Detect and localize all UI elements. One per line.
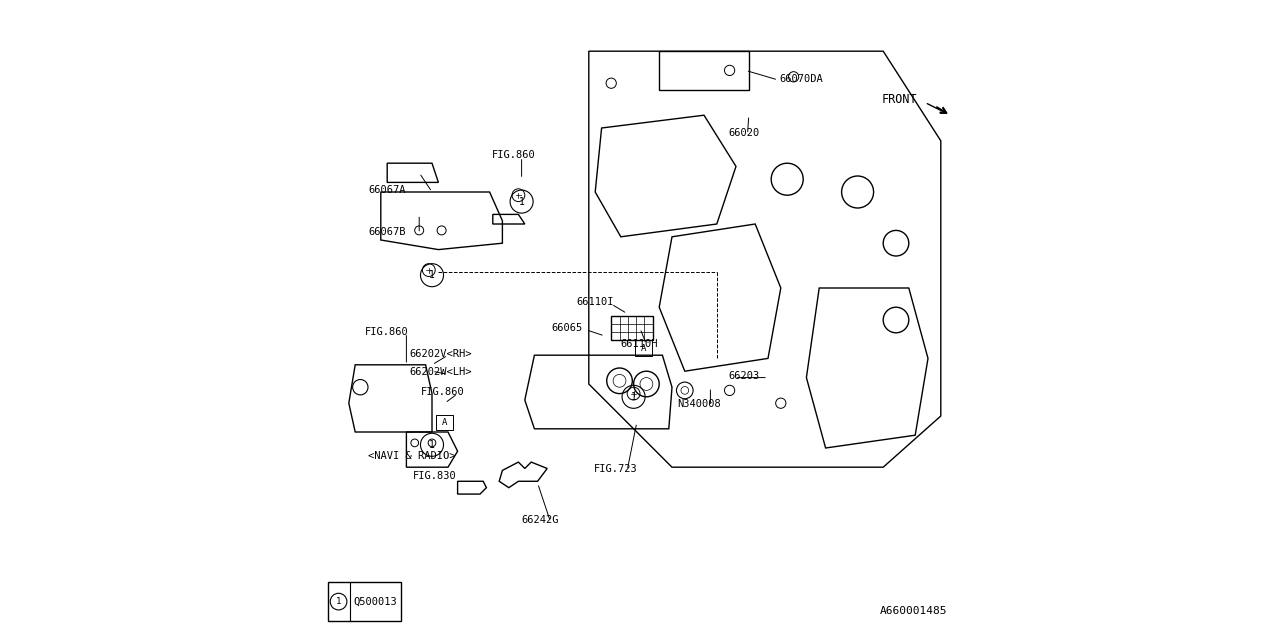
Bar (612, 316, 653, 340)
Text: FRONT: FRONT (882, 93, 918, 106)
Text: 1: 1 (335, 597, 342, 606)
Text: 66067A: 66067A (369, 185, 406, 195)
Text: 66065: 66065 (552, 323, 582, 333)
Text: FIG.723: FIG.723 (594, 464, 637, 474)
Text: 1: 1 (429, 270, 435, 280)
Text: Q500013: Q500013 (353, 596, 397, 607)
Text: 66070DA: 66070DA (780, 74, 823, 84)
Text: 66020: 66020 (728, 128, 759, 138)
Text: <NAVI & RADIO>: <NAVI & RADIO> (369, 451, 456, 461)
Text: 1: 1 (429, 440, 435, 450)
Bar (635, 340, 652, 356)
Text: A: A (640, 344, 646, 353)
Bar (328, 582, 402, 621)
Text: 66067B: 66067B (369, 227, 406, 237)
Text: FIG.830: FIG.830 (412, 470, 457, 481)
Text: A: A (442, 418, 448, 427)
Text: FIG.860: FIG.860 (492, 150, 535, 160)
Text: 66110H: 66110H (621, 339, 658, 349)
Text: 66202W<LH>: 66202W<LH> (410, 367, 472, 378)
Bar (436, 415, 453, 430)
Text: A660001485: A660001485 (879, 606, 947, 616)
Text: 1: 1 (518, 196, 525, 207)
Text: 66110I: 66110I (576, 297, 613, 307)
Text: 1: 1 (631, 392, 636, 402)
Text: FIG.860: FIG.860 (365, 326, 408, 337)
Text: FIG.860: FIG.860 (421, 387, 465, 397)
Text: 66202V<RH>: 66202V<RH> (410, 349, 472, 359)
Text: 66203: 66203 (728, 371, 759, 381)
Text: N340008: N340008 (677, 399, 721, 410)
Text: 66242G: 66242G (522, 515, 559, 525)
